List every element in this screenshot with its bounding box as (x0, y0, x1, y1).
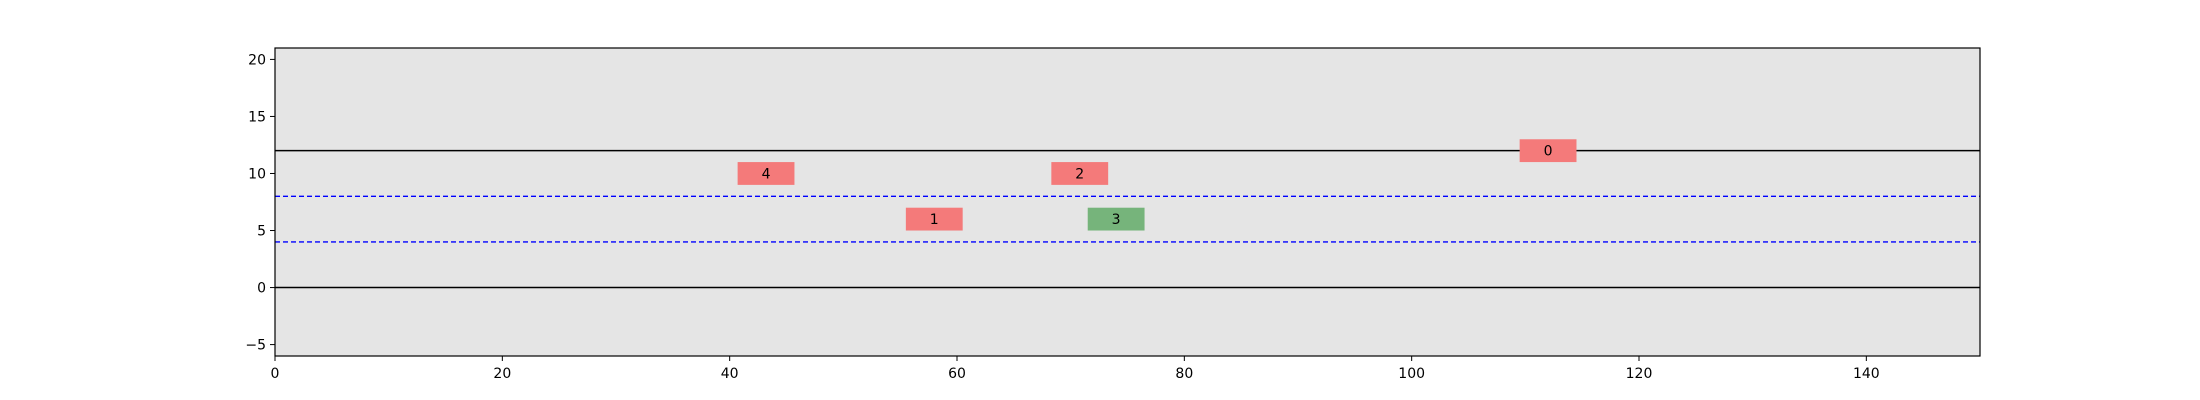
vehicle-label-1: 1 (930, 212, 939, 228)
x-tick-label-100: 100 (1398, 366, 1425, 382)
y-tick-label-5: 5 (257, 224, 266, 240)
x-tick-label-60: 60 (948, 366, 966, 382)
x-tick-label-40: 40 (721, 366, 739, 382)
y-tick-label-10: 10 (248, 166, 266, 182)
y-tick-label-20: 20 (248, 52, 266, 68)
y-axis: −5 0 5 10 15 20 (245, 52, 275, 354)
y-tick-label-0: 0 (257, 281, 266, 297)
plot-frame (274, 47, 1981, 357)
vehicle-box-3 (1087, 207, 1145, 231)
vehicle-label-2: 2 (1075, 166, 1084, 182)
x-axis: 0 20 40 60 80 100 120 140 (271, 356, 1880, 382)
vehicles: 0 1 2 3 4 (737, 139, 1577, 231)
y-tick-label-15: 15 (248, 109, 266, 125)
vehicle-box-2 (1051, 162, 1109, 185)
vehicle-0: 0 (1519, 139, 1577, 163)
plot-area (275, 48, 1980, 356)
vehicle-4: 4 (737, 162, 795, 185)
vehicle-label-3: 3 (1112, 212, 1121, 228)
plot-border (274, 47, 1981, 357)
vehicle-label-0: 0 (1544, 144, 1553, 160)
x-tick-label-20: 20 (493, 366, 511, 382)
lane-lines (275, 149, 1980, 289)
x-tick-label-80: 80 (1175, 366, 1193, 382)
vehicle-1: 1 (905, 207, 963, 231)
vehicle-box-4 (737, 162, 795, 185)
vehicle-label-4: 4 (762, 166, 771, 182)
x-tick-label-120: 120 (1626, 366, 1653, 382)
vehicle-box-1 (905, 207, 963, 231)
vehicle-box-0 (1519, 139, 1577, 163)
plot-background (275, 48, 1980, 356)
vehicle-2: 2 (1051, 162, 1109, 185)
x-tick-label-140: 140 (1853, 366, 1880, 382)
x-tick-label-0: 0 (271, 366, 280, 382)
y-tick-label--5: −5 (245, 338, 266, 354)
vehicle-3: 3 (1087, 207, 1145, 231)
